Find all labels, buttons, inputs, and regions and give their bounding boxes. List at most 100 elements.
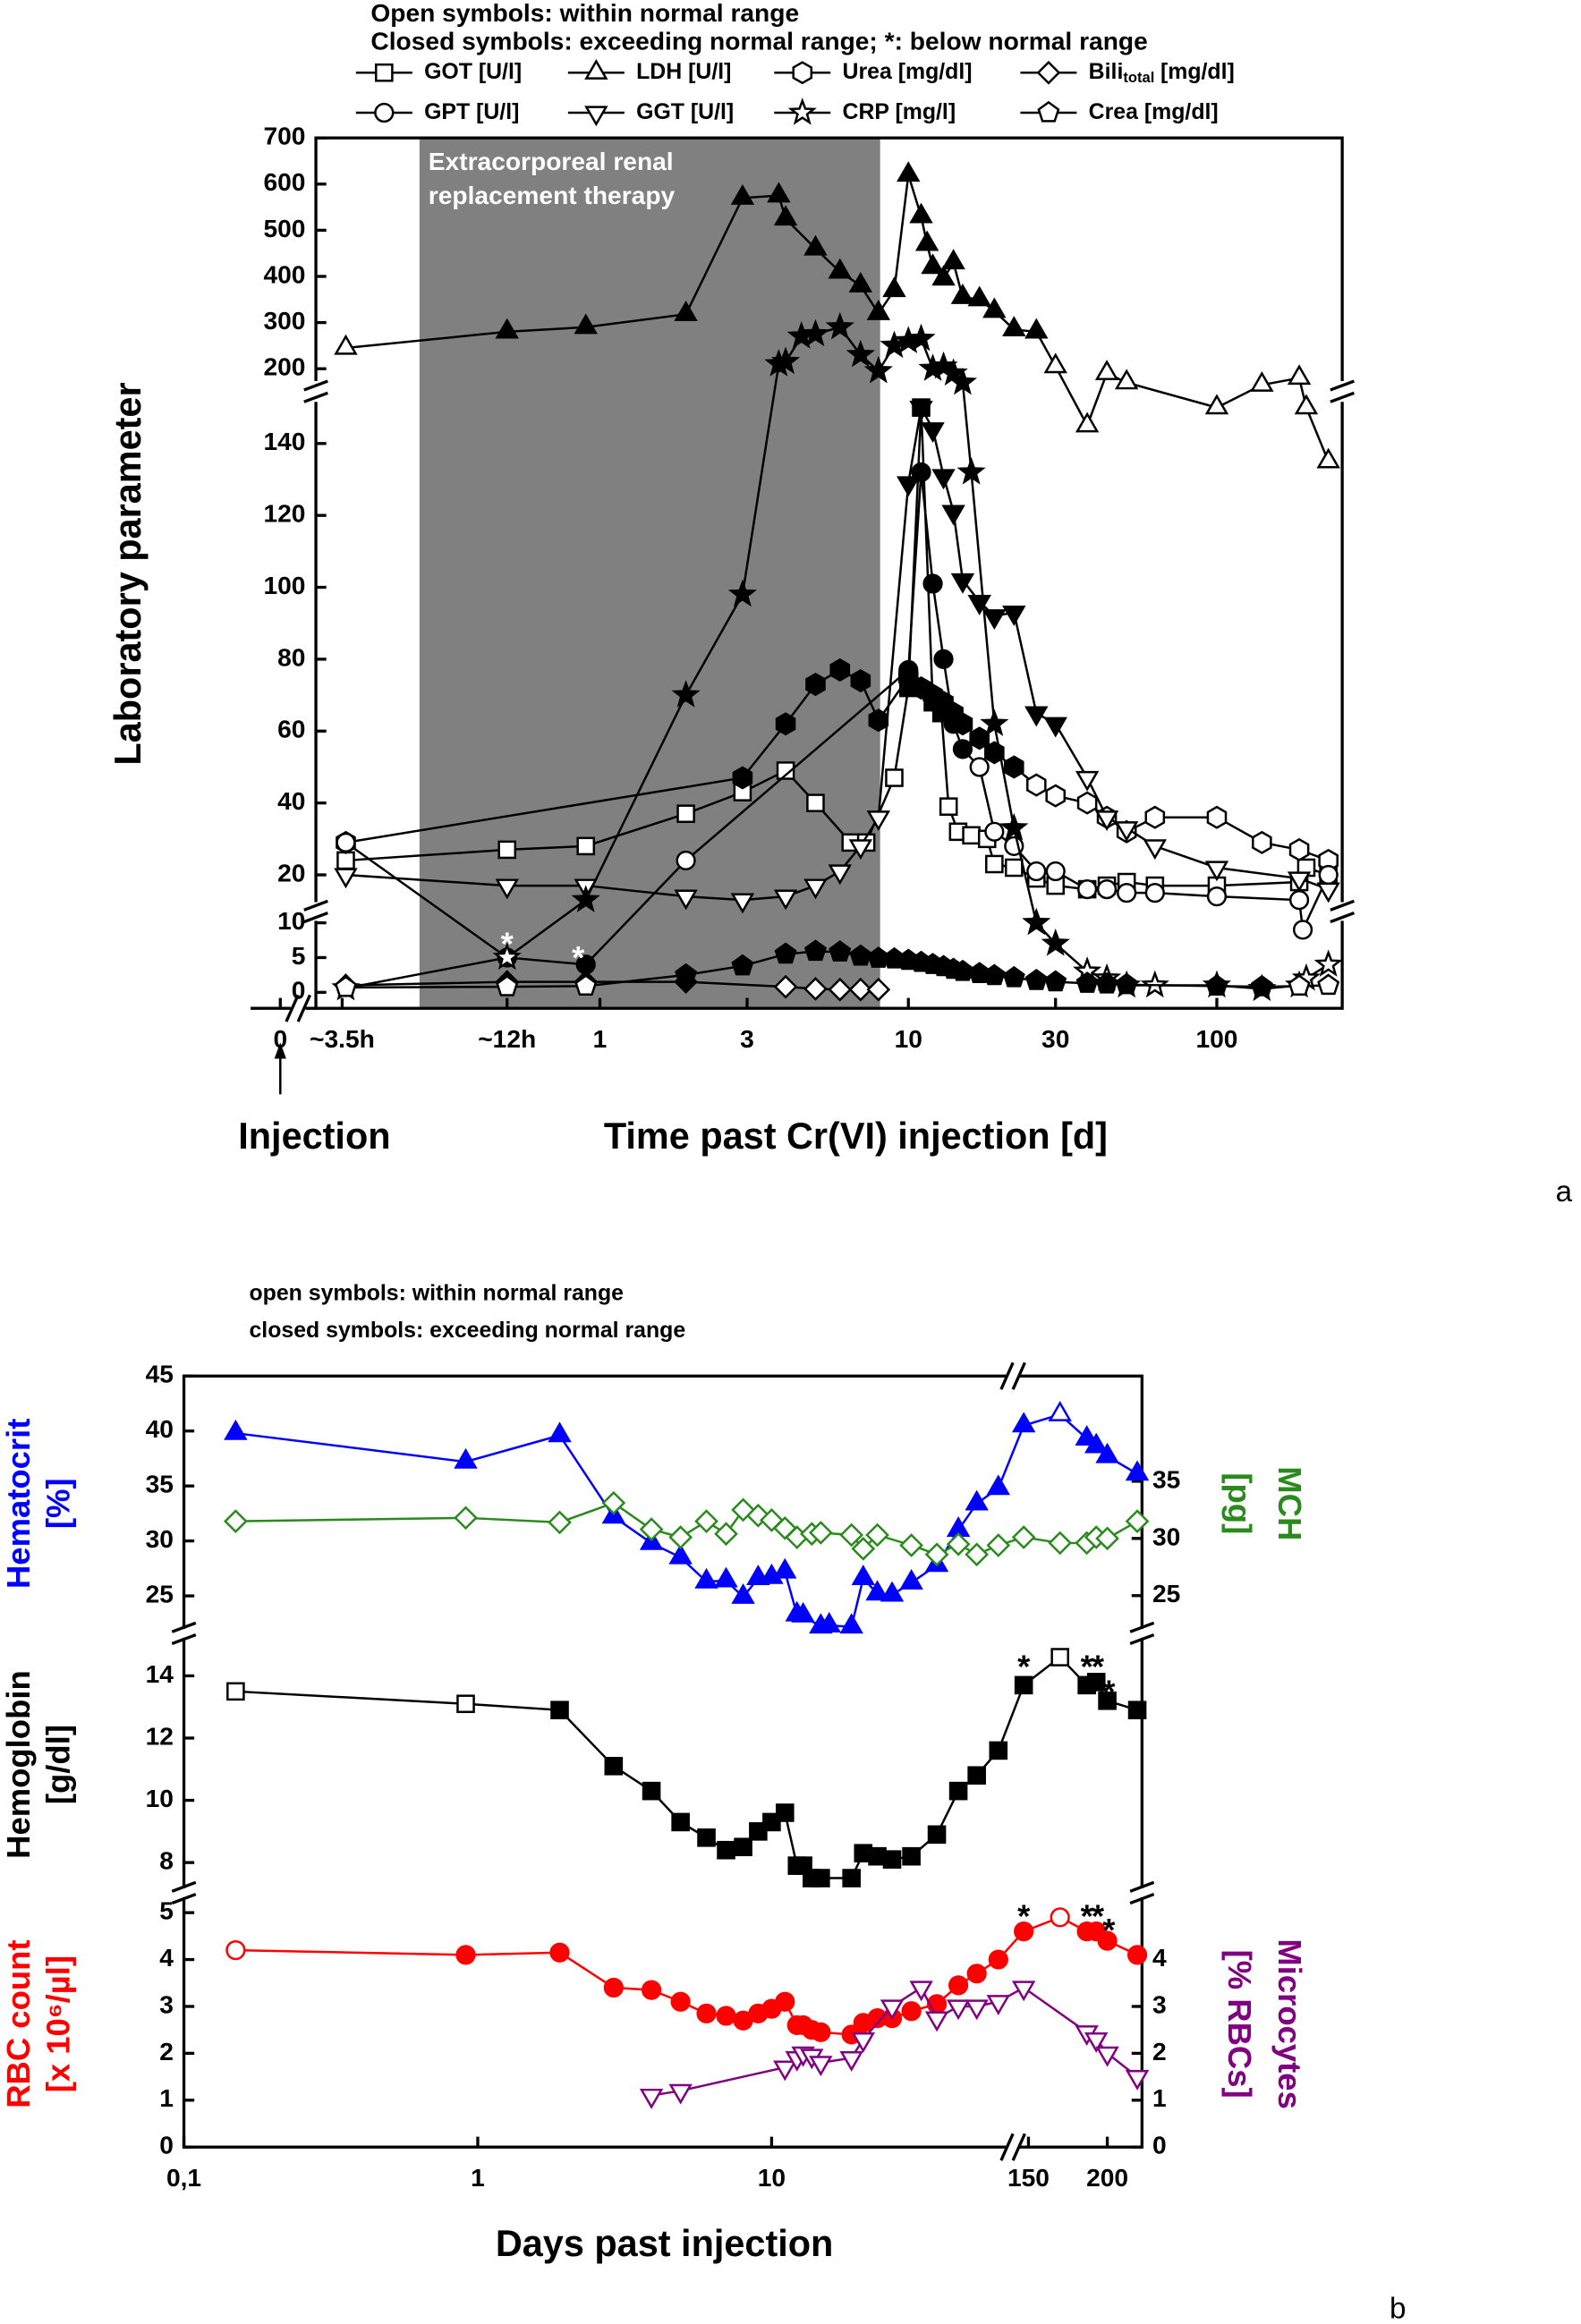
- data-point: [734, 1837, 752, 1857]
- data-point: [985, 854, 1004, 874]
- data-point: [225, 1939, 246, 1961]
- y-tick-label: 0: [159, 2131, 174, 2159]
- axis-break-mark: [1129, 1893, 1155, 1905]
- y-tick-label: 200: [263, 352, 305, 381]
- data-point: [642, 1781, 661, 1801]
- data-point: [811, 2022, 831, 2042]
- axis-break-mark: [1330, 899, 1355, 912]
- data-point: [880, 1999, 905, 2021]
- data-point: [454, 1447, 478, 1469]
- data-point: [1075, 971, 1099, 993]
- data-point: [791, 1601, 815, 1623]
- y2-tick-label: 30: [1152, 1522, 1180, 1550]
- data-point: [694, 1567, 718, 1589]
- data-point: [1024, 968, 1048, 990]
- data-point: [828, 864, 852, 886]
- data-point: [1252, 830, 1272, 854]
- data-point: [865, 1522, 889, 1548]
- x-axis-label: Time past Cr(VI) injection [d]: [604, 1115, 1108, 1157]
- y-axis-label: [g/dl]: [40, 1725, 77, 1804]
- data-point: [982, 297, 1007, 318]
- data-point: [806, 793, 825, 812]
- data-point: [848, 839, 873, 861]
- data-point: [1094, 810, 1119, 831]
- data-point: [865, 1580, 889, 1601]
- data-point: [776, 761, 795, 780]
- data-point: [988, 1949, 1008, 1970]
- data-point: [880, 1581, 905, 1602]
- data-point: [1014, 1675, 1033, 1695]
- data-point: [727, 579, 758, 607]
- data-point: [639, 1517, 664, 1541]
- axis-break-mark: [285, 994, 300, 1022]
- x-tick-label: 3: [740, 1024, 754, 1053]
- y-tick-label: 120: [263, 499, 305, 528]
- x-tick-label: 30: [1041, 1024, 1069, 1053]
- y-tick-label: 12: [146, 1721, 174, 1750]
- data-point: [866, 810, 891, 831]
- y-axis-label: Hemoglobin: [0, 1670, 37, 1859]
- y2-axis-label: [pg]: [1221, 1472, 1258, 1534]
- data-point: [497, 840, 517, 860]
- data-point: [1205, 974, 1228, 996]
- y-tick-label: 400: [263, 259, 305, 288]
- title-line: Closed symbols: exceeding normal range; …: [370, 27, 1147, 55]
- data-point: [1313, 949, 1343, 977]
- data-point: [882, 276, 906, 298]
- data-point: [1076, 791, 1098, 815]
- axis-break-mark: [1129, 1880, 1155, 1893]
- data-point: [574, 313, 598, 335]
- legend-name-sub: total: [1123, 69, 1154, 86]
- annotation: *: [1081, 1897, 1094, 1934]
- annotation: *: [1102, 1912, 1116, 1948]
- data-point: [803, 977, 828, 1001]
- data-point: [803, 878, 828, 900]
- y-tick-label: 30: [146, 1524, 174, 1553]
- data-point: [731, 1583, 755, 1604]
- data-point: [866, 300, 891, 320]
- legend-name: LDH [U/l]: [636, 59, 731, 84]
- data-point: [839, 2051, 863, 2072]
- legend-name: GPT [U/l]: [424, 99, 519, 124]
- x-tick-label: 10: [758, 2163, 786, 2192]
- data-point: [1050, 1648, 1069, 1667]
- data-point: [1002, 316, 1026, 336]
- data-point: [899, 1569, 923, 1590]
- data-point: [803, 234, 828, 256]
- x-axis-label: Days past injection: [496, 2222, 834, 2264]
- plot-frame: [182, 1374, 1144, 2149]
- y-tick-label: 2: [159, 2037, 174, 2065]
- data-point: [641, 1980, 662, 2000]
- data-point: [767, 182, 791, 203]
- data-point: [943, 714, 964, 734]
- shaded-region: [419, 138, 880, 1009]
- data-point: [1316, 882, 1340, 903]
- data-point: [714, 1522, 738, 1547]
- data-point: [808, 1521, 833, 1545]
- x-tick-label: 200: [1086, 2163, 1128, 2192]
- data-point: [694, 1509, 718, 1534]
- axis-break-mark: [303, 379, 328, 392]
- data-point: [775, 1991, 795, 2012]
- data-point: [224, 1419, 248, 1440]
- data-point: [1011, 1525, 1036, 1549]
- title-line: Open symbols: within normal range: [370, 0, 799, 27]
- data-point: [1098, 1691, 1117, 1710]
- data-point: [986, 1995, 1011, 2015]
- data-point: [1318, 864, 1339, 886]
- y-axis-label: Laboratory parameter: [106, 382, 149, 765]
- data-point: [914, 230, 939, 251]
- data-point: [1143, 839, 1168, 861]
- data-point: [939, 797, 958, 816]
- y-tick-label: 300: [263, 306, 305, 335]
- data-point: [731, 954, 754, 976]
- data-point: [775, 1803, 795, 1822]
- data-point: [1095, 971, 1118, 994]
- data-point: [1002, 606, 1026, 626]
- data-point: [967, 285, 991, 307]
- injection-label: Injection: [238, 1115, 390, 1157]
- legend-marker: [584, 58, 608, 80]
- axis-break-mark: [999, 1361, 1015, 1390]
- injection-arrowhead: [274, 1042, 286, 1059]
- data-point: [1095, 1442, 1119, 1463]
